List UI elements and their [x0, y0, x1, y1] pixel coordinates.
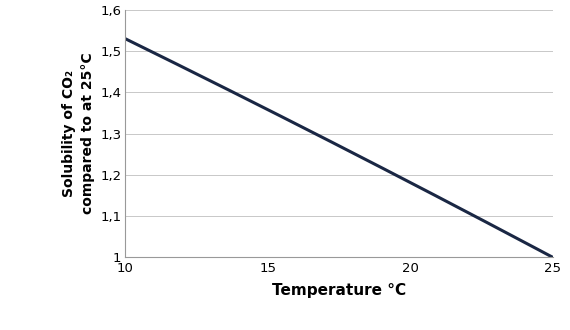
- Y-axis label: Solubility of CO₂
compared to at 25°C: Solubility of CO₂ compared to at 25°C: [62, 53, 95, 214]
- X-axis label: Temperature °C: Temperature °C: [272, 283, 406, 298]
